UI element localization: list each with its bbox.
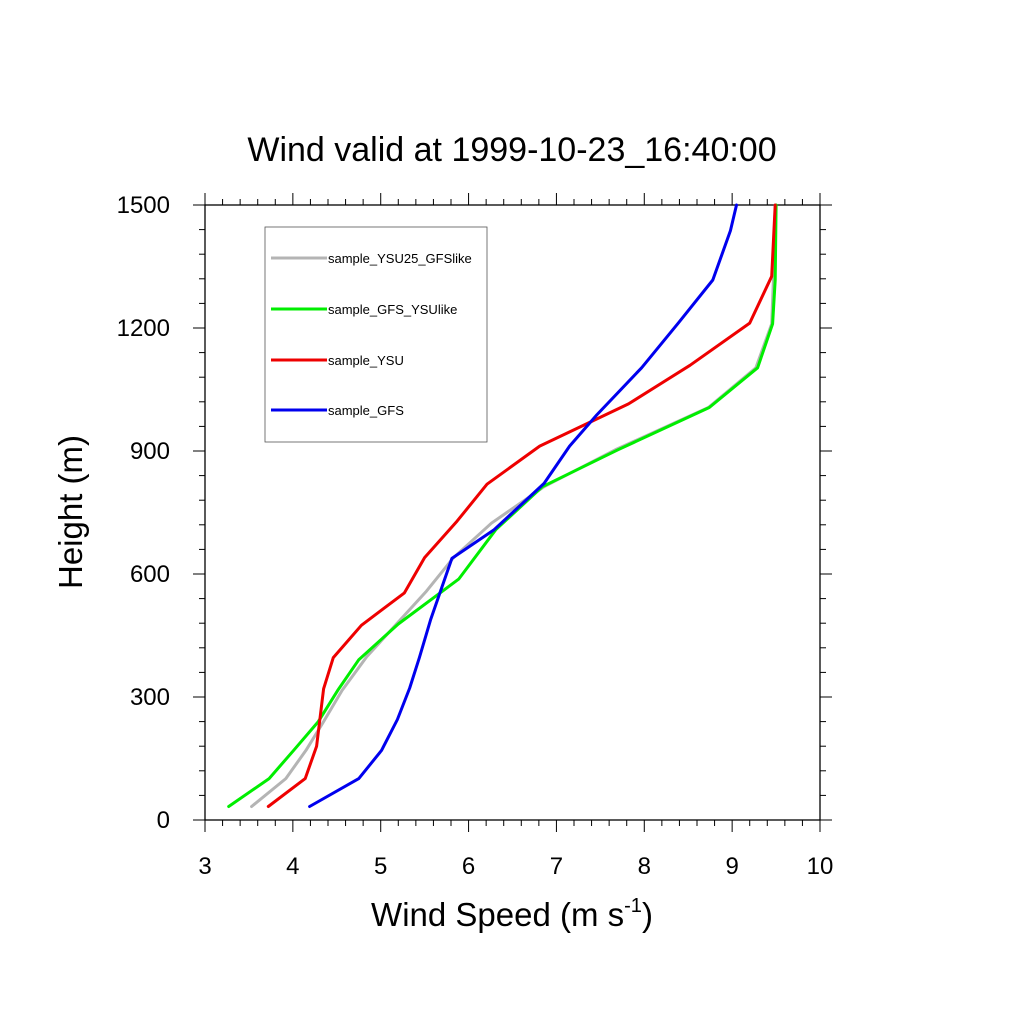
axis-tick-labels: 3 4 5 6 7 8 9 10 0 300 600 900 1200 1500 <box>117 192 834 880</box>
x-axis-label-superscript: -1 <box>624 895 642 917</box>
chart-title: Wind valid at 1999-10-23_16:40:00 <box>247 131 776 169</box>
x-tick-label: 4 <box>286 853 299 880</box>
x-axis-label-main: Wind Speed (m s <box>371 896 624 933</box>
x-tick-label: 5 <box>374 853 387 880</box>
legend-label: sample_YSU <box>328 353 404 368</box>
plot-frame <box>204 204 821 821</box>
legend-label: sample_YSU25_GFSlike <box>328 251 472 266</box>
y-tick-label: 1200 <box>117 315 170 342</box>
legend-box <box>264 226 488 443</box>
y-tick-label: 0 <box>157 807 170 834</box>
series-line-sample_GFS <box>308 203 738 808</box>
x-tick-label: 8 <box>638 853 651 880</box>
series-line-sample_YSU <box>266 203 777 808</box>
y-tick-label: 300 <box>130 684 170 711</box>
y-tick-label: 600 <box>130 561 170 588</box>
x-tick-label: 6 <box>462 853 475 880</box>
legend-label: sample_GFS <box>328 403 404 418</box>
y-tick-label: 1500 <box>117 192 170 219</box>
x-tick-label: 10 <box>807 853 834 880</box>
legend: sample_YSU25_GFSlike sample_GFS_YSUlikesa… <box>264 226 488 443</box>
y-tick-label: 900 <box>130 438 170 465</box>
series-line-sample_GFS_YSUlike <box>227 203 778 808</box>
x-axis-label-close: ) <box>642 896 653 933</box>
y-axis-label: Height (m) <box>52 435 89 589</box>
axis-ticks <box>193 193 832 832</box>
plot-area: 3 4 5 6 7 8 9 10 0 300 600 900 1200 1500 <box>117 192 834 880</box>
legend-items: sample_YSU25_GFSlike sample_GFS_YSUlikesa… <box>271 251 472 418</box>
series-lines <box>227 203 778 808</box>
x-tick-label: 3 <box>198 853 211 880</box>
x-tick-label: 7 <box>550 853 563 880</box>
legend-label: sample_GFS_YSUlike <box>328 302 457 317</box>
x-axis-label: Wind Speed (m s-1) <box>371 895 653 933</box>
x-tick-label: 9 <box>725 853 738 880</box>
